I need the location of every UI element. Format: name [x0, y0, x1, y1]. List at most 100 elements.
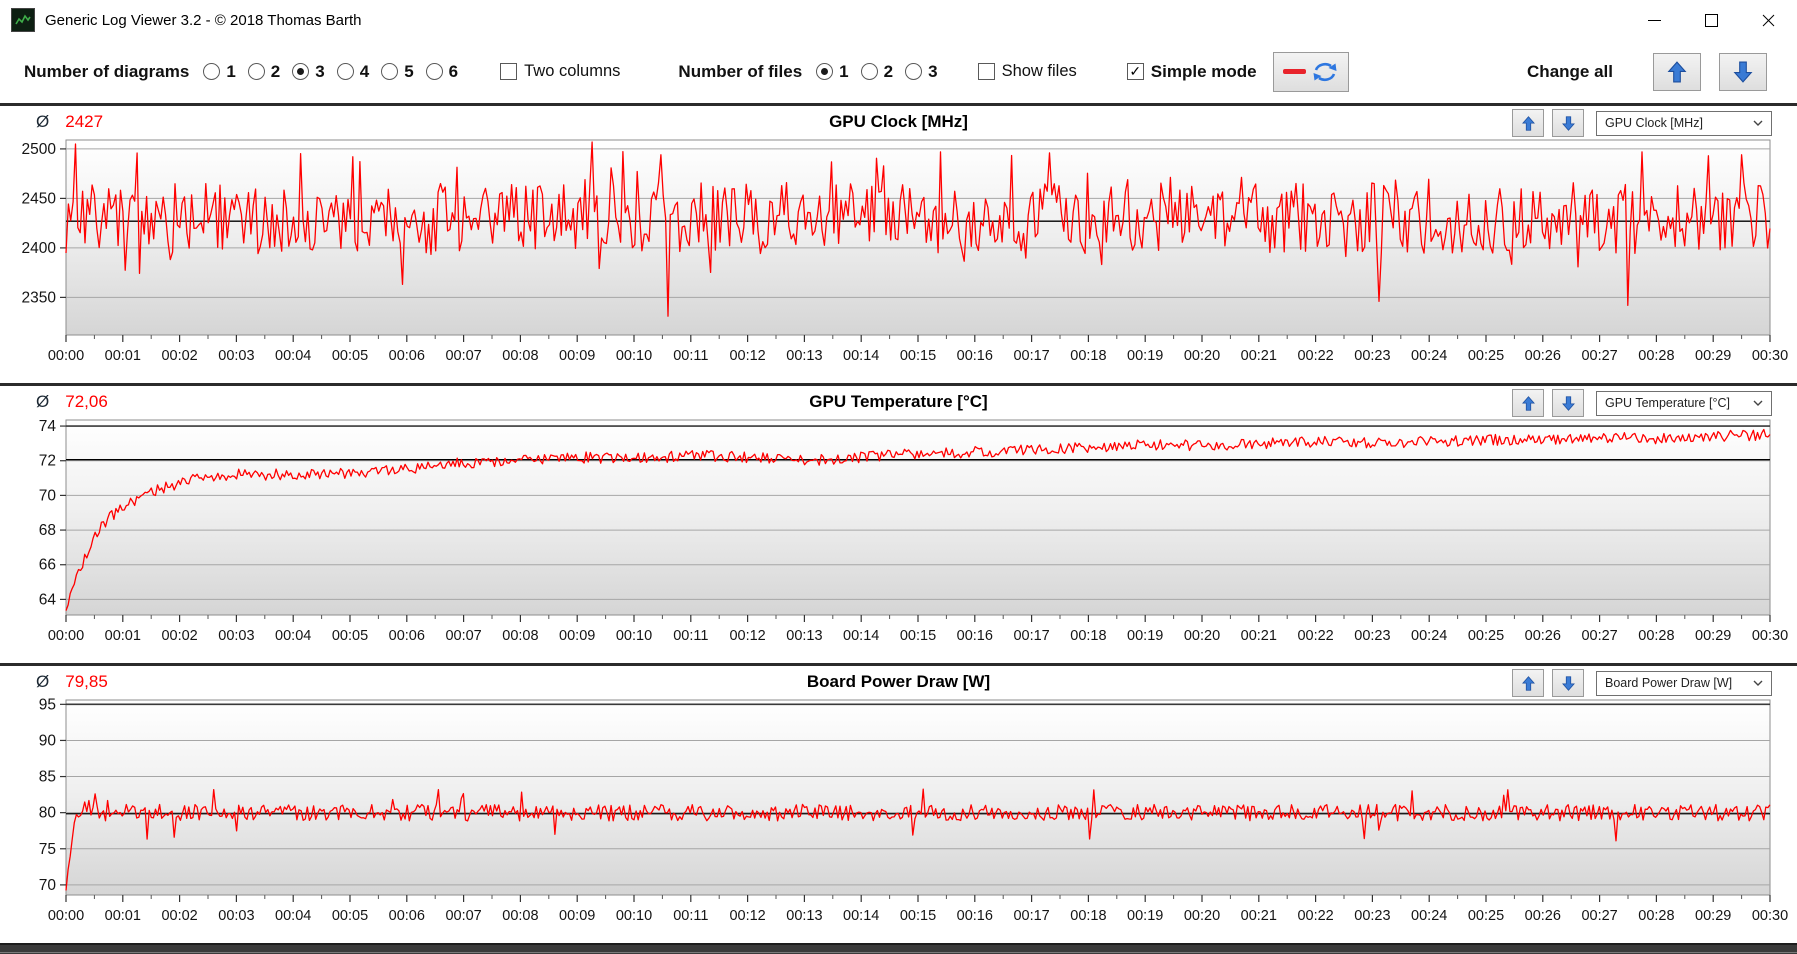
- x-tick-label: 00:12: [729, 628, 765, 644]
- radio-icon: [247, 63, 265, 80]
- x-tick-label: 00:13: [786, 628, 822, 644]
- move-chart-up-button[interactable]: [1512, 669, 1544, 697]
- move-chart-down-button[interactable]: [1552, 109, 1584, 137]
- x-tick-label: 00:17: [1013, 628, 1049, 644]
- x-tick-label: 00:15: [900, 628, 936, 644]
- x-tick-label: 00:30: [1752, 348, 1788, 364]
- change-all-down-button[interactable]: [1719, 52, 1767, 91]
- change-all-up-button[interactable]: [1653, 52, 1701, 91]
- x-tick-label: 00:02: [161, 348, 197, 364]
- x-tick-label: 00:30: [1752, 908, 1788, 924]
- checkbox-icon: ✓: [977, 63, 995, 80]
- x-tick-label: 00:15: [900, 908, 936, 924]
- average-value: 2427: [65, 112, 104, 131]
- diagrams-radio-1[interactable]: 1: [203, 61, 236, 82]
- average-symbol: Ø: [36, 672, 50, 691]
- average-readout: Ø 2427: [36, 112, 103, 132]
- x-tick-label: 00:25: [1468, 348, 1504, 364]
- move-chart-down-button[interactable]: [1552, 669, 1584, 697]
- x-tick-label: 00:08: [502, 348, 538, 364]
- x-tick-label: 00:27: [1581, 628, 1617, 644]
- x-tick-label: 00:09: [559, 628, 595, 644]
- diagrams-radio-2[interactable]: 2: [247, 62, 280, 82]
- x-tick-label: 00:26: [1525, 628, 1561, 644]
- diagrams-radio-3[interactable]: 3: [292, 61, 325, 82]
- down-arrow-icon: [1733, 61, 1753, 83]
- x-tick-label: 00:03: [218, 628, 254, 644]
- minimize-icon: [1648, 19, 1661, 21]
- move-chart-up-button[interactable]: [1512, 389, 1544, 417]
- diagrams-radio-6[interactable]: 6: [425, 62, 458, 82]
- y-tick-label: 72: [39, 453, 56, 470]
- line-style-button[interactable]: [1272, 51, 1349, 92]
- x-tick-label: 00:04: [275, 628, 311, 644]
- x-tick-label: 00:17: [1013, 348, 1049, 364]
- show-files-checkbox[interactable]: ✓ Show files: [977, 62, 1077, 81]
- minimize-button[interactable]: [1626, 0, 1683, 40]
- simple-mode-checkbox[interactable]: ✓ Simple mode: [1126, 61, 1257, 82]
- x-tick-label: 00:30: [1752, 628, 1788, 644]
- x-tick-label: 00:02: [161, 908, 197, 924]
- move-chart-down-button[interactable]: [1552, 389, 1584, 417]
- radio-label: 1: [226, 61, 236, 81]
- diagrams-radio-4[interactable]: 4: [336, 62, 369, 82]
- y-tick-label: 2400: [22, 240, 57, 257]
- chart-controls: GPU Clock [MHz]: [1512, 109, 1772, 137]
- app-icon: [11, 8, 35, 32]
- x-tick-label: 00:21: [1241, 348, 1277, 364]
- radio-label: 3: [928, 61, 938, 81]
- radio-icon: [425, 63, 443, 80]
- maximize-button[interactable]: [1683, 0, 1740, 40]
- x-tick-label: 00:23: [1354, 908, 1390, 924]
- files-radio-2[interactable]: 2: [860, 61, 894, 82]
- next-panel-edge: [0, 943, 1797, 954]
- average-value: 72,06: [65, 392, 108, 411]
- checkbox-label: Simple mode: [1150, 61, 1257, 81]
- x-tick-label: 00:26: [1525, 908, 1561, 924]
- x-tick-label: 00:23: [1354, 348, 1390, 364]
- x-tick-label: 00:26: [1525, 348, 1561, 364]
- y-tick-label: 95: [39, 698, 56, 713]
- close-icon: [1762, 14, 1775, 26]
- close-button[interactable]: [1740, 0, 1797, 40]
- files-radio-3[interactable]: 3: [905, 61, 938, 82]
- x-tick-label: 00:10: [616, 908, 652, 924]
- diagrams-radio-5[interactable]: 5: [381, 62, 414, 82]
- number-of-diagrams-label: Number of diagrams: [24, 61, 190, 81]
- window-title: Generic Log Viewer 3.2 - © 2018 Thomas B…: [45, 11, 362, 29]
- x-tick-label: 00:22: [1297, 908, 1333, 924]
- chart-panel-gpu-clock: Ø 2427 GPU Clock [MHz] GPU Clock [MHz] 2…: [0, 103, 1797, 383]
- x-tick-label: 00:27: [1581, 348, 1617, 364]
- files-radio-1[interactable]: 1: [816, 62, 849, 82]
- x-tick-label: 00:01: [105, 908, 141, 924]
- chart-panels: Ø 2427 GPU Clock [MHz] GPU Clock [MHz] 2…: [0, 103, 1797, 943]
- x-tick-label: 00:16: [957, 348, 993, 364]
- x-tick-label: 00:12: [729, 908, 765, 924]
- radio-icon: [816, 63, 834, 80]
- two-columns-checkbox[interactable]: ✓ Two columns: [500, 62, 620, 81]
- y-tick-label: 64: [39, 591, 57, 608]
- metric-dropdown[interactable]: GPU Clock [MHz]: [1596, 110, 1772, 136]
- y-tick-label: 2450: [22, 190, 57, 207]
- up-arrow-icon: [1521, 395, 1535, 411]
- chart-panel-gpu-temperature: Ø 72,06 GPU Temperature [°C] GPU Tempera…: [0, 383, 1797, 663]
- y-tick-label: 68: [39, 522, 56, 539]
- x-tick-label: 00:03: [218, 908, 254, 924]
- metric-dropdown[interactable]: Board Power Draw [W]: [1596, 670, 1772, 696]
- metric-dropdown[interactable]: GPU Temperature [°C]: [1596, 390, 1772, 416]
- x-tick-label: 00:12: [729, 348, 765, 364]
- chart-header: Ø 2427 GPU Clock [MHz] GPU Clock [MHz]: [0, 106, 1797, 138]
- up-arrow-icon: [1521, 115, 1535, 131]
- y-tick-label: 74: [39, 418, 57, 435]
- x-tick-label: 00:18: [1070, 908, 1106, 924]
- radio-label: 3: [315, 61, 325, 81]
- move-chart-up-button[interactable]: [1512, 109, 1544, 137]
- radio-label: 2: [883, 61, 894, 81]
- x-tick-label: 00:17: [1013, 908, 1049, 924]
- x-tick-label: 00:27: [1581, 908, 1617, 924]
- x-tick-label: 00:14: [843, 628, 879, 644]
- x-tick-label: 00:05: [332, 628, 368, 644]
- toolbar: Number of diagrams 1 2 3 4 5 6 ✓ Two columns N…: [0, 40, 1797, 103]
- series-line: [65, 428, 1771, 611]
- change-all-label: Change all: [1527, 61, 1613, 81]
